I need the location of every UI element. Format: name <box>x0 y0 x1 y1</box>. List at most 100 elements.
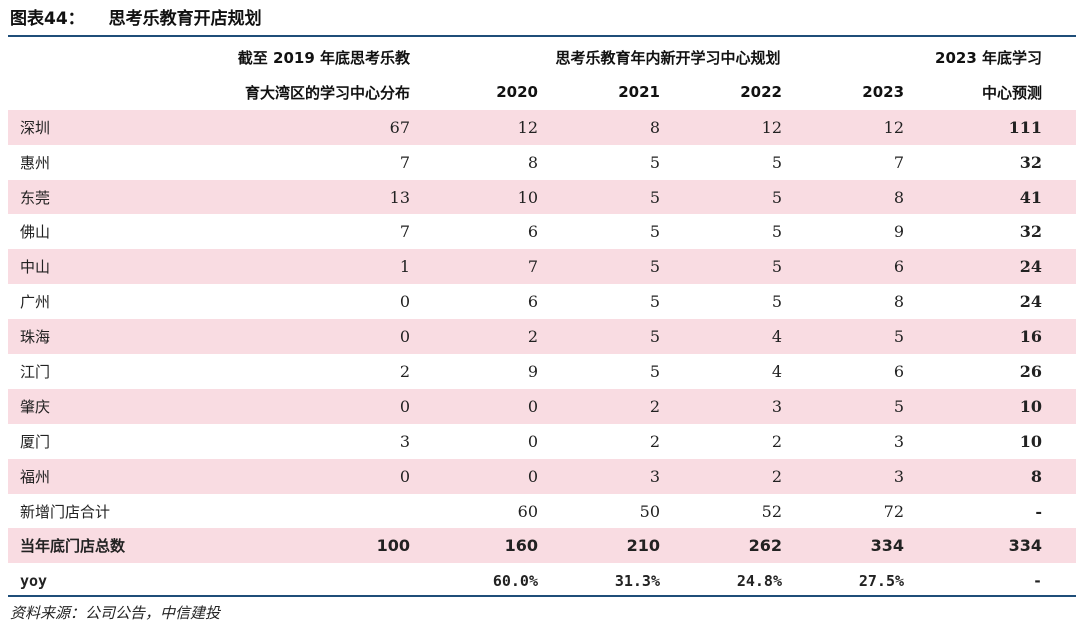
table-row: 福州 0 0 3 2 3 8 <box>8 458 1077 494</box>
row-label: 福州 <box>8 458 158 494</box>
row-label: 中山 <box>8 249 158 285</box>
figure-number: 图表44： <box>10 9 85 29</box>
value-2020: 6 <box>527 222 538 242</box>
value-2023-forecast: 111 <box>912 109 1077 145</box>
row-label: 佛山 <box>20 223 51 242</box>
value-2021: 5 <box>649 292 660 312</box>
header-year-2023: 2023 <box>862 83 905 102</box>
table-row: 肇庆 0 0 2 3 5 10 <box>8 388 1077 424</box>
value-2019: 0 <box>158 319 424 355</box>
value-2023-forecast: 10 <box>912 388 1077 424</box>
value-2020: 9 <box>527 361 538 381</box>
value-2020: 0 <box>424 388 546 424</box>
value-2019: 0 <box>399 292 410 312</box>
value-2022: 24.8% <box>736 571 782 590</box>
value-2020: 60.0% <box>492 571 538 590</box>
value-2023: 9 <box>893 222 905 242</box>
value-2020: 160 <box>424 528 546 564</box>
row-label: 厦门 <box>20 432 51 451</box>
header-year-2021: 2021 <box>618 83 660 102</box>
table-row: 广州 0 6 5 5 8 24 <box>8 284 1076 319</box>
row-label: 新增门店合计 <box>20 502 111 521</box>
value-2019 <box>158 494 424 529</box>
table-row: 惠州 7 8 5 5 7 32 <box>8 145 1076 180</box>
row-label: 肇庆 <box>8 388 158 424</box>
table-row: 中山 1 7 5 5 6 24 <box>8 249 1077 285</box>
figure-title-text: 思考乐教育开店规划 <box>108 9 262 29</box>
table-row: 当年底门店总数 100 160 210 262 334 334 <box>8 528 1077 564</box>
value-2023: 5 <box>790 388 913 424</box>
store-plan-table: 截至 2019 年底思考乐教 思考乐教育年内新开学习中心规划 2023 年底学习… <box>8 40 1077 598</box>
value-2023: 72 <box>883 501 905 521</box>
value-2023: 8 <box>893 292 905 312</box>
value-2023-forecast: 24 <box>1019 292 1043 312</box>
value-2023: 8 <box>790 179 913 215</box>
value-2021: 5 <box>546 319 668 355</box>
header-2023-forecast-line2: 中心预测 <box>982 83 1043 102</box>
row-label: 广州 <box>20 293 51 312</box>
value-2022: 2 <box>771 431 782 451</box>
value-2020: 8 <box>527 152 538 172</box>
value-2020: 0 <box>424 458 546 494</box>
value-2022: 5 <box>771 152 782 172</box>
value-2022: 52 <box>761 501 782 521</box>
value-2023: 27.5% <box>858 571 905 590</box>
table-row: 新增门店合计 60 50 52 72 - <box>8 494 1076 529</box>
row-label: 东莞 <box>8 179 158 215</box>
value-2023-forecast: 32 <box>1019 152 1043 172</box>
value-2023: 5 <box>790 319 913 355</box>
header-year-2022: 2022 <box>740 83 782 102</box>
value-2020: 10 <box>424 179 546 215</box>
top-rule <box>8 35 1076 37</box>
row-label: 深圳 <box>8 109 158 145</box>
value-2023-forecast: 32 <box>1019 222 1043 242</box>
row-label: 惠州 <box>20 153 51 172</box>
value-2019: 0 <box>158 458 424 494</box>
value-2021: 5 <box>546 179 668 215</box>
value-2022: 5 <box>771 292 782 312</box>
value-2023: 6 <box>893 361 905 381</box>
value-2023: 334 <box>790 528 913 564</box>
header-row-2: 育大湾区的学习中心分布 2020 2021 2022 2023 中心预测 <box>8 75 1076 110</box>
value-2023-forecast: 334 <box>912 528 1077 564</box>
value-2021: 2 <box>546 388 668 424</box>
value-2020: 0 <box>527 431 538 451</box>
value-2022: 5 <box>771 222 782 242</box>
value-2021: 2 <box>649 431 660 451</box>
value-2021: 210 <box>546 528 668 564</box>
header-2019-line1: 截至 2019 年底思考乐教 <box>237 48 410 67</box>
bottom-rule <box>8 595 1076 597</box>
value-2023-forecast: 24 <box>912 249 1077 285</box>
value-2021: 50 <box>639 501 660 521</box>
value-2023-forecast: 16 <box>912 319 1077 355</box>
table-row: 厦门 3 0 2 2 3 10 <box>8 424 1076 459</box>
value-2023-forecast: 41 <box>912 179 1077 215</box>
value-2021: 5 <box>546 249 668 285</box>
table-row: yoy 60.0% 31.3% 24.8% 27.5% - <box>8 563 1076 598</box>
value-2019: 7 <box>399 222 410 242</box>
value-2023: 3 <box>790 458 913 494</box>
value-2019: 0 <box>158 388 424 424</box>
figure-title: 图表44： 思考乐教育开店规划 <box>10 6 262 32</box>
value-2023-forecast: - <box>1035 501 1043 521</box>
value-2019: 67 <box>158 109 424 145</box>
value-2020: 12 <box>424 109 546 145</box>
table-row: 深圳 67 12 8 12 12 111 <box>8 109 1077 145</box>
value-2023-forecast: - <box>1032 571 1043 590</box>
table-row: 珠海 0 2 5 4 5 16 <box>8 319 1077 355</box>
table-row: 东莞 13 10 5 5 8 41 <box>8 179 1077 215</box>
value-2020: 6 <box>527 292 538 312</box>
table-row: 佛山 7 6 5 5 9 32 <box>8 214 1076 249</box>
value-2021: 5 <box>649 222 660 242</box>
value-2021: 5 <box>649 361 660 381</box>
value-2023-forecast: 8 <box>912 458 1077 494</box>
value-2019: 100 <box>158 528 424 564</box>
value-2021: 8 <box>546 109 668 145</box>
value-2023-forecast: 26 <box>1019 361 1043 381</box>
value-2022: 262 <box>668 528 790 564</box>
row-label: 江门 <box>20 362 51 381</box>
value-2020: 60 <box>517 501 538 521</box>
value-2023: 3 <box>893 431 905 451</box>
header-plan-group: 思考乐教育年内新开学习中心规划 <box>555 48 781 67</box>
value-2022: 3 <box>668 388 790 424</box>
